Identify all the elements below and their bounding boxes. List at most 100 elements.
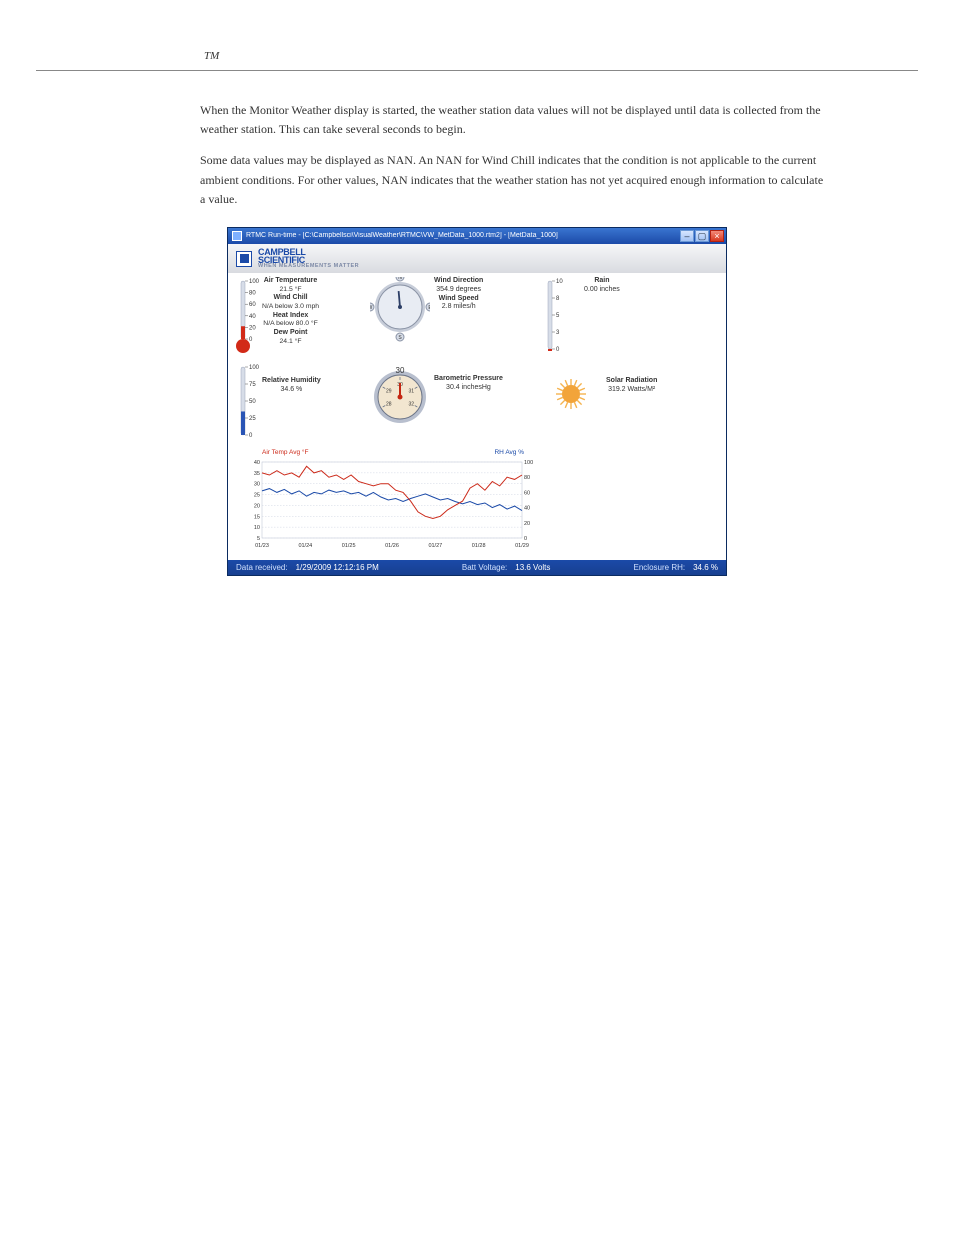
- chart-legend: Air Temp Avg °F RH Avg %: [236, 449, 536, 456]
- page-header: TM: [36, 40, 918, 71]
- svg-text:100: 100: [249, 279, 260, 285]
- sun-icon: [544, 363, 588, 413]
- compass-icon: NESW: [370, 277, 430, 349]
- thermometer-icon: 100 80 60 40 20 0: [234, 277, 262, 359]
- svg-text:01/26: 01/26: [385, 543, 399, 549]
- rtmc-window: RTMC Run-time - [C:\Campbellsci\VisualWe…: [227, 227, 727, 576]
- svg-text:32: 32: [408, 402, 414, 408]
- window-icon: [232, 231, 242, 241]
- solar-readouts: Solar Radiation 319.2 Watts/M²: [606, 377, 657, 395]
- temp-item-label: Wind Chill: [262, 294, 319, 303]
- svg-text:10: 10: [556, 279, 563, 285]
- status-enc-label: Enclosure RH:: [634, 563, 686, 572]
- panel-temperature: 100 80 60 40 20 0 Air Temperature21.5 °FWind …: [234, 277, 370, 359]
- svg-text:29: 29: [386, 389, 392, 395]
- window-buttons: – ▢ ×: [680, 230, 724, 242]
- paragraph-2: Some data values may be displayed as NAN…: [200, 151, 824, 209]
- maximize-button[interactable]: ▢: [695, 230, 709, 242]
- solar-value: 319.2 Watts/M²: [606, 386, 657, 395]
- rh-readouts: Relative Humidity 34.6 %: [262, 377, 321, 395]
- wind-spd-value: 2.8 miles/h: [434, 303, 483, 312]
- minimize-button[interactable]: –: [680, 230, 694, 242]
- svg-text:0: 0: [249, 337, 253, 343]
- status-enc-value: 34.6 %: [693, 563, 718, 572]
- titlebar[interactable]: RTMC Run-time - [C:\Campbellsci\VisualWe…: [228, 228, 726, 244]
- panel-baro: 282930313230 Barometric Pressure 30.4 in…: [370, 363, 544, 445]
- svg-text:15: 15: [254, 514, 260, 520]
- svg-text:10: 10: [254, 525, 260, 531]
- svg-text:01/24: 01/24: [298, 543, 312, 549]
- temp-item-label: Air Temperature: [262, 277, 319, 286]
- svg-text:01/25: 01/25: [342, 543, 356, 549]
- wind-readouts: Wind Direction 354.9 degrees Wind Speed …: [434, 277, 483, 312]
- svg-text:E: E: [428, 305, 430, 311]
- svg-text:40: 40: [249, 314, 256, 320]
- temp-item-label: Dew Point: [262, 329, 319, 338]
- svg-text:30: 30: [396, 366, 405, 375]
- svg-text:20: 20: [524, 521, 530, 527]
- baro-readouts: Barometric Pressure 30.4 inchesHg: [434, 375, 503, 393]
- svg-text:N: N: [398, 277, 402, 281]
- svg-text:0: 0: [556, 347, 560, 353]
- svg-text:0: 0: [249, 433, 253, 439]
- svg-text:3: 3: [556, 330, 560, 336]
- rh-thermometer-icon: 1007550250: [234, 363, 262, 445]
- body-text: When the Monitor Weather display is star…: [200, 101, 824, 209]
- status-batt-value: 13.6 Volts: [515, 563, 550, 572]
- svg-text:35: 35: [254, 471, 260, 477]
- svg-text:5: 5: [257, 536, 260, 542]
- status-batt-label: Batt Voltage:: [462, 563, 507, 572]
- svg-text:28: 28: [386, 402, 392, 408]
- rain-scale-icon: 108530: [544, 277, 566, 359]
- svg-text:31: 31: [408, 389, 414, 395]
- chart-svg: 40353025201510510080604020001/2301/2401/…: [236, 456, 536, 556]
- svg-text:80: 80: [249, 291, 256, 297]
- svg-text:75: 75: [249, 382, 256, 388]
- rain-label: Rain: [584, 277, 620, 286]
- solar-label: Solar Radiation: [606, 377, 657, 386]
- svg-text:5: 5: [556, 313, 560, 319]
- svg-text:40: 40: [524, 506, 530, 512]
- statusbar: Data received: 1/29/2009 12:12:16 PM Bat…: [228, 560, 726, 575]
- chart-legend-left: Air Temp Avg °F: [262, 449, 308, 456]
- window-title: RTMC Run-time - [C:\Campbellsci\VisualWe…: [246, 232, 680, 239]
- svg-text:60: 60: [249, 302, 256, 308]
- close-button[interactable]: ×: [710, 230, 724, 242]
- chart-legend-right: RH Avg %: [494, 449, 524, 456]
- svg-text:20: 20: [254, 503, 260, 509]
- status-recv-value: 1/29/2009 12:12:16 PM: [296, 563, 379, 572]
- panel-rh: 1007550250 Relative Humidity 34.6 %: [234, 363, 370, 445]
- gauge-icon: 282930313230: [370, 363, 430, 425]
- panel-solar: Solar Radiation 319.2 Watts/M²: [544, 363, 718, 445]
- rain-readouts: Rain 0.00 inches: [584, 277, 620, 295]
- baro-value: 30.4 inchesHg: [434, 384, 503, 393]
- svg-text:W: W: [370, 305, 373, 311]
- wind-dir-label: Wind Direction: [434, 277, 483, 286]
- rh-value: 34.6 %: [262, 386, 321, 395]
- svg-text:0: 0: [524, 536, 527, 542]
- svg-text:25: 25: [254, 493, 260, 499]
- logo-row: CAMPBELL SCIENTIFIC WHEN MEASUREMENTS MA…: [228, 244, 726, 273]
- tm-text: TM: [204, 50, 219, 62]
- baro-label: Barometric Pressure: [434, 375, 503, 384]
- temp-readouts: Air Temperature21.5 °FWind ChillN/A belo…: [262, 277, 319, 346]
- svg-text:80: 80: [524, 475, 530, 481]
- paragraph-1: When the Monitor Weather display is star…: [200, 101, 824, 139]
- svg-text:100: 100: [249, 365, 260, 371]
- svg-text:100: 100: [524, 460, 533, 466]
- svg-text:20: 20: [249, 325, 256, 331]
- temp-item-value: N/A below 80.0 °F: [262, 320, 319, 328]
- svg-text:60: 60: [524, 490, 530, 496]
- wind-spd-label: Wind Speed: [434, 295, 483, 304]
- svg-text:40: 40: [254, 460, 260, 466]
- temp-item-value: N/A below 3.0 mph: [262, 303, 319, 311]
- temp-item-value: 24.1 °F: [262, 338, 319, 346]
- svg-text:01/28: 01/28: [472, 543, 486, 549]
- chart-panel: Air Temp Avg °F RH Avg % 403530252015105…: [234, 445, 720, 558]
- wind-dir-value: 354.9 degrees: [434, 286, 483, 295]
- rain-value: 0.00 inches: [584, 286, 620, 295]
- svg-text:01/27: 01/27: [428, 543, 442, 549]
- cs-logo-text: CAMPBELL SCIENTIFIC WHEN MEASUREMENTS MA…: [258, 248, 359, 269]
- logo-sub2: WHEN MEASUREMENTS MATTER: [258, 264, 359, 269]
- status-recv-label: Data received:: [236, 563, 288, 572]
